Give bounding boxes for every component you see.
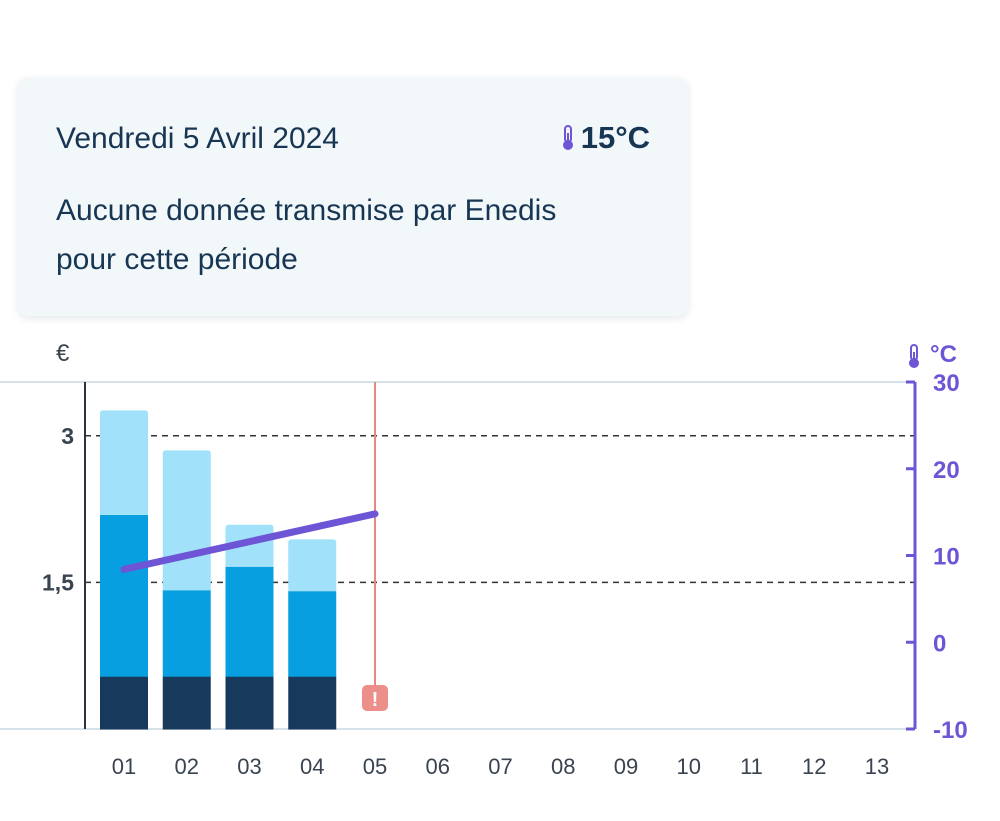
x-axis-tick-label: 02 — [175, 754, 199, 779]
left-axis-tick-label: 3 — [61, 423, 74, 449]
bar-segment-03-2[interactable] — [225, 524, 274, 567]
x-axis-tick-label: 09 — [614, 754, 638, 779]
temperature-line — [120, 510, 379, 573]
x-axis-tick-label: 01 — [112, 754, 136, 779]
right-axis-tick-label: 0 — [933, 630, 946, 657]
x-axis-tick-label: 05 — [363, 754, 387, 779]
right-axis-tick-label: 20 — [933, 457, 960, 484]
thermometer-icon — [562, 125, 573, 150]
bar-segment-02-2[interactable] — [162, 450, 211, 591]
bar-segment-04-2[interactable] — [288, 539, 337, 592]
tooltip-temperature-value: 15°C — [580, 120, 650, 155]
left-axis-tick-label: 1,5 — [42, 569, 74, 595]
tooltip-card: Vendredi 5 Avril 2024 15°C Aucune donnée… — [18, 78, 688, 316]
x-axis-tick-label: 13 — [865, 754, 889, 779]
right-axis-tick-label: 10 — [933, 544, 960, 571]
left-axis-unit: € — [56, 340, 70, 367]
right-axis-unit: °C — [909, 341, 957, 368]
right-axis-tick-label: 30 — [933, 370, 960, 397]
x-axis-tick-label: 07 — [488, 754, 512, 779]
tooltip-message-line-2: pour cette période — [56, 243, 298, 276]
bar-segment-01-1[interactable] — [100, 514, 148, 677]
bar-segment-02-0[interactable] — [162, 676, 211, 730]
x-axis-tick-label: 12 — [802, 754, 826, 779]
thermometer-icon — [909, 344, 919, 368]
bar-segment-01-2[interactable] — [100, 410, 148, 515]
right-axis-tick-label: -10 — [933, 717, 968, 744]
x-axis-tick-label: 08 — [551, 754, 575, 779]
bar-segment-03-1[interactable] — [225, 566, 274, 677]
right-axis-unit-label: °C — [930, 341, 957, 368]
x-axis-tick-label: 03 — [237, 754, 261, 779]
x-axis-tick-label: 06 — [426, 754, 450, 779]
x-axis-tick-label: 10 — [677, 754, 701, 779]
missing-data-symbol: ! — [372, 689, 379, 711]
tooltip-date: Vendredi 5 Avril 2024 — [56, 122, 339, 155]
missing-data-marker[interactable] — [362, 685, 388, 711]
bar-segment-03-0[interactable] — [225, 676, 274, 730]
tooltip-temperature: 15°C — [561, 120, 650, 156]
bar-segment-01-0[interactable] — [100, 676, 148, 730]
bar-segment-04-0[interactable] — [288, 676, 337, 730]
tooltip-message-line-1: Aucune donnée transmise par Enedis — [56, 194, 557, 227]
bar-segment-04-1[interactable] — [288, 591, 337, 677]
bar-segment-02-1[interactable] — [162, 590, 211, 677]
tooltip-message: Aucune donnée transmise par Enedis pour … — [56, 186, 616, 284]
x-axis-tick-label: 11 — [740, 754, 763, 779]
x-axis-tick-label: 04 — [300, 754, 324, 779]
